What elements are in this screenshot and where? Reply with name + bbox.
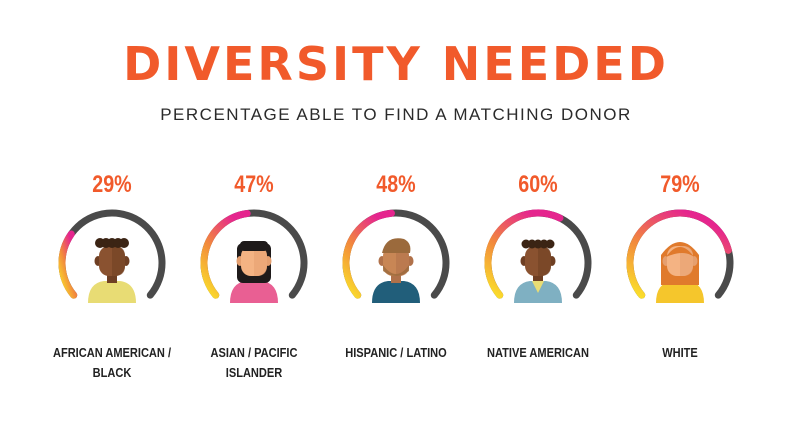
gauge-category-label: NATIVE AMERICAN [487, 345, 589, 360]
gauge-category-label: WHITE [662, 345, 698, 360]
gauge-value-arc [484, 209, 564, 299]
native-american-person-icon [514, 239, 562, 303]
gauge-2 [200, 209, 308, 303]
gauge-value-label: 79% [660, 171, 700, 198]
gauge-value-label: 48% [376, 171, 416, 198]
gauge-value-label: 60% [518, 171, 558, 198]
gauge-4 [484, 209, 592, 303]
gauge-5 [626, 209, 734, 303]
gauge-3 [342, 209, 450, 303]
gauge-value-arc [342, 209, 395, 299]
page-title: DIVERSITY NEEDED [123, 37, 669, 91]
gauge-value-label: 47% [234, 171, 274, 198]
gauge-category-label: AFRICAN AMERICAN / BLACK [52, 345, 172, 380]
gauge-1 [58, 209, 166, 303]
gauge-value-label: 29% [92, 171, 132, 198]
african-american-person-icon [88, 238, 136, 303]
gauge-value-arc [200, 209, 251, 299]
gauge-value-arc [58, 230, 78, 299]
gauge-value-arc [626, 209, 732, 299]
page-subtitle: PERCENTAGE ABLE TO FIND A MATCHING DONOR [160, 105, 632, 124]
white-person-icon [656, 242, 704, 303]
gauge-category-label: HISPANIC / LATINO [345, 345, 447, 360]
gauge-category-label: ASIAN / PACIFIC ISLANDER [210, 345, 298, 380]
hispanic-person-icon [372, 238, 420, 303]
asian-person-icon [230, 241, 278, 303]
